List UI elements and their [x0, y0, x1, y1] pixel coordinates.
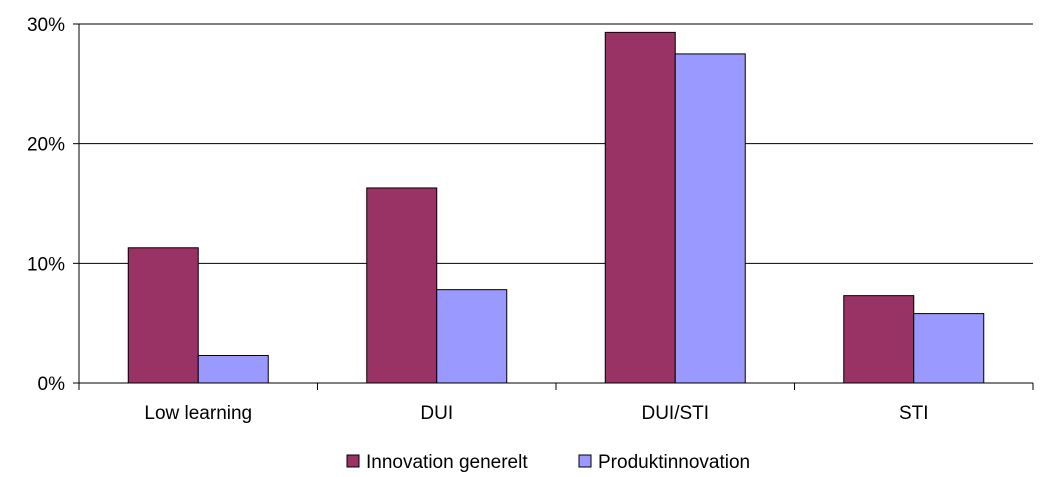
x-axis-tick-labels: Low learning DUI DUI/STI STI: [144, 403, 928, 424]
bar-innovation-generelt: [366, 187, 438, 384]
bar-innovation-generelt: [127, 247, 199, 384]
legend-label: Innovation generelt: [366, 452, 528, 473]
axes: [73, 23, 1034, 390]
gridlines: [79, 23, 1033, 264]
x-tick-label: DUI: [420, 403, 453, 424]
legend-label: Produktinnovation: [598, 452, 750, 473]
legend-swatch: [346, 454, 360, 468]
legend: Innovation generelt Produktinnovation: [346, 452, 750, 473]
bar-produktinnovation: [913, 313, 985, 384]
y-tick-label: 0%: [38, 374, 66, 395]
x-tick-label: STI: [899, 403, 929, 424]
bar-produktinnovation: [197, 354, 269, 384]
x-tick-label: Low learning: [144, 403, 252, 424]
y-tick-label: 10%: [27, 254, 65, 275]
legend-swatch: [578, 454, 592, 468]
bars: [127, 31, 985, 384]
y-axis-tick-labels: 0% 10% 20% 30%: [27, 15, 65, 395]
bar-innovation-generelt: [843, 295, 915, 384]
bar-innovation-generelt: [604, 31, 676, 384]
bar-produktinnovation: [436, 289, 508, 384]
y-tick-label: 20%: [27, 135, 65, 156]
x-tick-label: DUI/STI: [641, 403, 709, 424]
bar-produktinnovation: [674, 53, 746, 384]
y-tick-label: 30%: [27, 15, 65, 36]
